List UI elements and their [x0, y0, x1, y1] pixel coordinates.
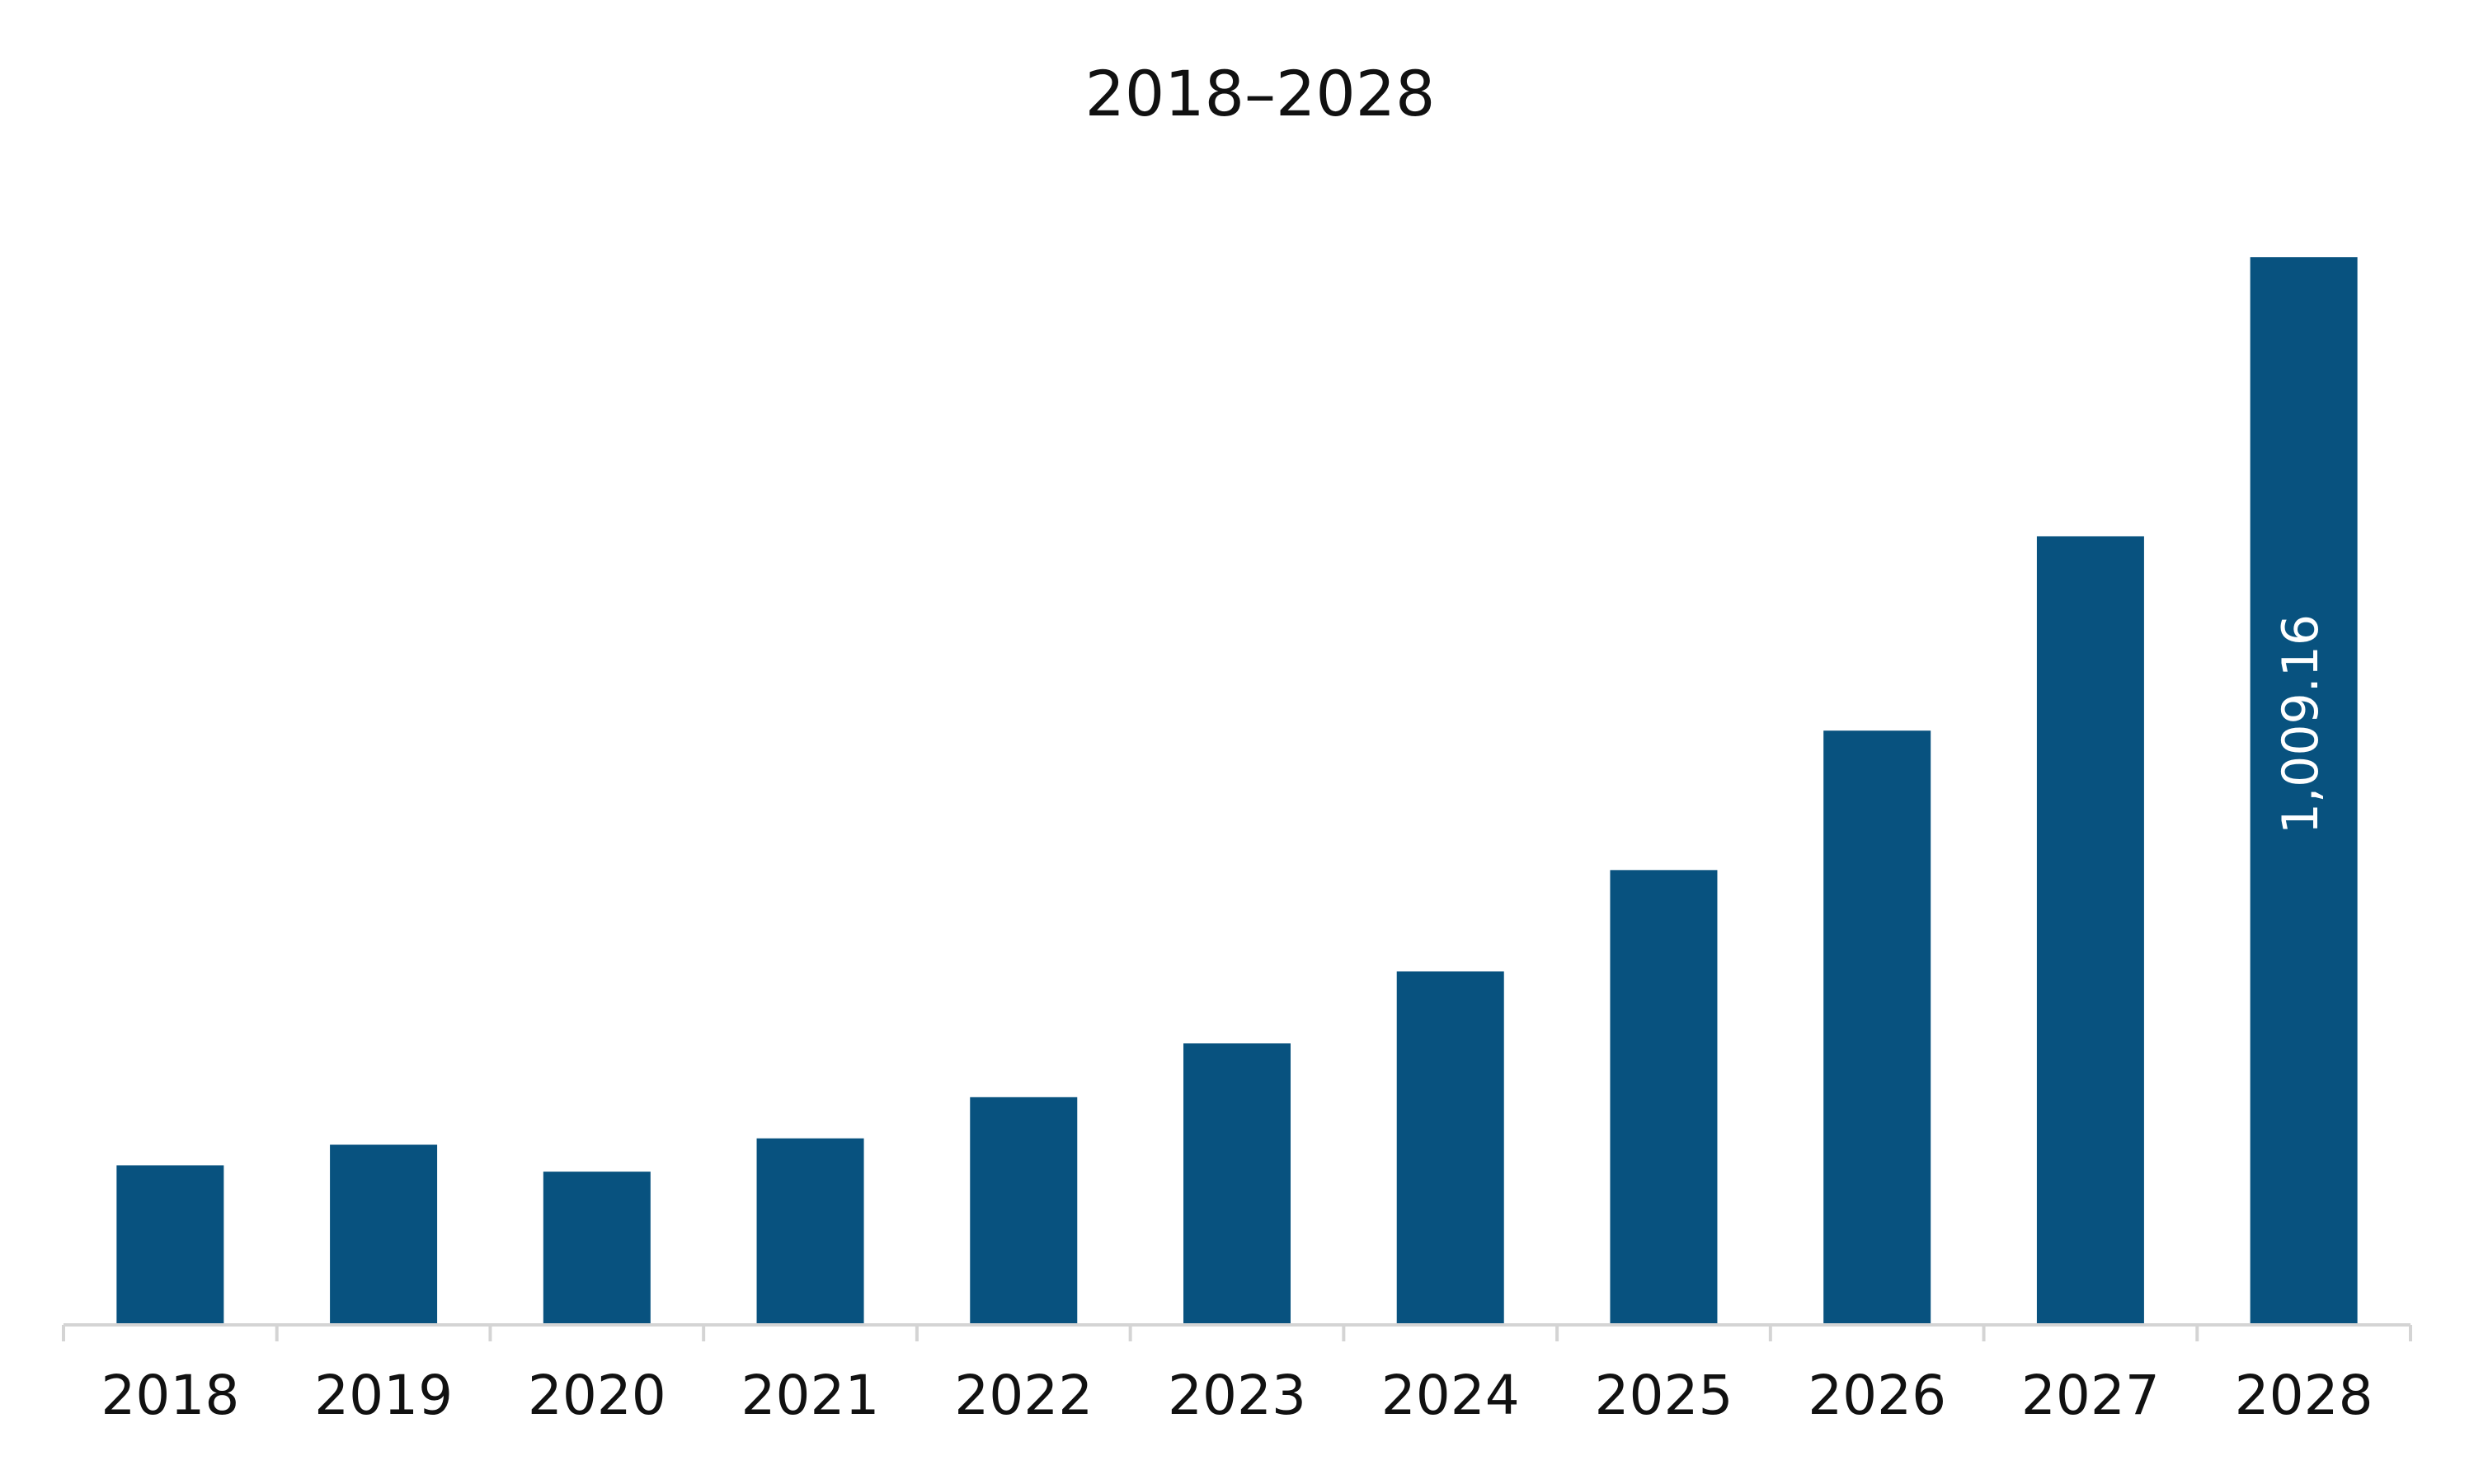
x-tick-label: 2020 [528, 1364, 666, 1427]
x-tick-label: 2019 [314, 1364, 453, 1427]
bar [1183, 1043, 1291, 1323]
x-tick-label: 2024 [1381, 1364, 1520, 1427]
value-label: 1,009.16 [2272, 614, 2330, 834]
bar [1823, 730, 1931, 1323]
bar [543, 1172, 651, 1323]
bar [2036, 536, 2144, 1323]
bar [1396, 971, 1504, 1323]
x-tick-label: 2027 [2021, 1364, 2160, 1427]
chart-title: 2018–2028 [1085, 57, 1436, 130]
bar [330, 1144, 438, 1323]
x-tick-label: 2023 [1168, 1364, 1306, 1427]
bar [970, 1097, 1078, 1323]
x-tick-label: 2021 [741, 1364, 880, 1427]
bar [116, 1165, 224, 1323]
x-tick-label: 2025 [1594, 1364, 1733, 1427]
x-tick-label: 2026 [1808, 1364, 1946, 1427]
bar [756, 1138, 864, 1323]
x-tick-label: 2028 [2235, 1364, 2373, 1427]
bar [1610, 870, 1718, 1323]
bar [2250, 257, 2358, 1323]
x-tick-label: 2018 [101, 1364, 239, 1427]
x-tick-label: 2022 [954, 1364, 1093, 1427]
